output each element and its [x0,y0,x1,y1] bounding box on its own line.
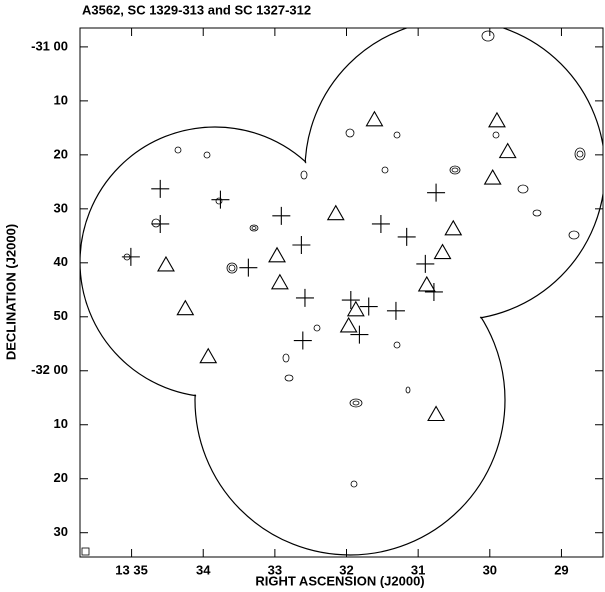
y-tick-label: 50 [54,308,68,323]
contours [123,30,586,488]
plus-marker [416,254,435,273]
plus-marker [341,291,360,310]
triangle-marker [498,142,517,159]
triangle-marker [444,219,463,236]
plus-marker [371,214,390,233]
triangle-marker [346,300,365,317]
y-tick-label: 10 [54,416,68,431]
plus-marker [350,325,369,344]
plus-marker [239,258,258,277]
triangle-marker [488,111,506,128]
triangle-marker [417,275,436,292]
plus-marker [424,282,443,301]
plus-marker [427,183,446,202]
x-tick-label: 13 35 [115,562,148,577]
triangle-marker [157,255,175,272]
chart-title: A3562, SC 1329-313 and SC 1327-312 [82,2,311,17]
plus-marker [397,227,416,246]
field [80,28,603,556]
x-tick-label: 29 [554,562,568,577]
triangle-marker [326,204,345,221]
frame [79,27,604,558]
y-tick-label: 30 [54,200,68,215]
field-mask [196,246,504,554]
plus-marker [359,297,378,316]
plus-marker [293,331,312,350]
plus-marker [272,206,291,225]
plus-marker [151,214,170,233]
y-tick-label: 20 [54,146,68,161]
plus-marker [151,179,170,198]
triangle-marker [365,110,384,127]
triangle-marker [199,347,218,364]
y-axis-label: DECLINATION (J2000) [3,224,18,360]
triangle-marker [427,405,446,422]
triangle-marker [483,168,502,185]
y-tick-label: -32 00 [31,362,68,377]
y-tick-label: -31 00 [31,38,68,53]
beam [81,547,90,556]
y-tick-label: 40 [54,254,68,269]
triangle-marker [268,246,286,263]
triangle-marker [270,273,289,290]
plus-marker [121,247,140,266]
y-tick-label: 30 [54,524,68,539]
x-tick-label: 30 [483,562,497,577]
y-tick-label: 10 [54,92,68,107]
x-tick-label: 34 [196,562,211,577]
plus-marker [211,190,230,209]
triangle-marker [339,316,358,333]
triangle-marker [176,299,195,316]
x-tick-label: 31 [411,562,425,577]
y-tick-label: 20 [54,470,68,485]
field-mask [306,28,603,319]
x-tick-label: 32 [339,562,353,577]
x-axis-label: RIGHT ASCENSION (J2000) [255,573,424,588]
triangle-marker [433,243,452,260]
plus-marker [386,301,405,320]
x-tick-label: 33 [268,562,282,577]
plus-marker [295,288,314,307]
plus-marker [292,235,311,254]
